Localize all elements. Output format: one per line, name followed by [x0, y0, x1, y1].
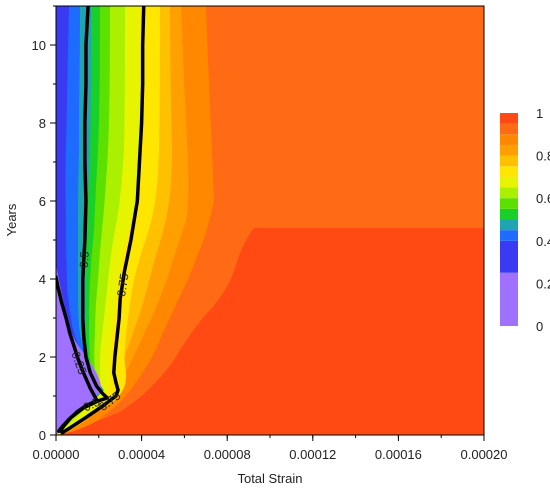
colorbar-swatch [500, 208, 518, 220]
contour-label-group: 0.75 [114, 272, 131, 298]
colorbar: 0 0.2 0.4 0.6 0.8 1 [500, 106, 550, 334]
y-axis-label: Years [4, 203, 19, 236]
colorbar-swatch [500, 187, 518, 199]
colorbar-swatch [500, 144, 518, 156]
x-tick-label: 0.00004 [118, 447, 165, 462]
y-tick-label: 10 [32, 38, 46, 53]
colorbar-tick-label: 0.8 [536, 149, 550, 164]
colorbar-tick-label: 0.6 [536, 191, 550, 206]
contour-line-0.5 [58, 6, 110, 433]
x-tick-label: 0.00000 [33, 447, 80, 462]
x-tick-label: 0.00012 [289, 447, 336, 462]
region-level-1 [56, 228, 484, 435]
colorbar-swatch [500, 113, 518, 124]
colorbar-swatch [500, 198, 518, 209]
colorbar-swatch [500, 123, 518, 135]
colorbar-swatch [500, 134, 518, 145]
y-tick-label: 4 [39, 272, 46, 287]
contour-label: 0.75 [114, 272, 131, 298]
colorbar-swatch [500, 240, 518, 273]
colorbar-tick-label: 0 [536, 319, 543, 334]
y-axis: 0 2 4 6 8 10 [32, 5, 56, 443]
y-tick-label: 2 [39, 350, 46, 365]
contour-label-group: 0.5 [77, 250, 92, 268]
contour-line-0.75 [60, 6, 146, 435]
colorbar-swatch [500, 219, 518, 231]
x-tick-label: 0.00020 [461, 447, 508, 462]
colorbar-swatch [500, 230, 518, 241]
x-tick-label: 0.00008 [204, 447, 251, 462]
colorbar-swatch [500, 272, 518, 326]
plot-area: 0.250.50.50.750.75 [56, 6, 484, 435]
region-level-0.25 [56, 265, 101, 435]
x-axis-label: Total Strain [237, 471, 302, 486]
colorbar-tick-label: 0.2 [536, 276, 550, 291]
x-tick-label: 0.00016 [375, 447, 422, 462]
colorbar-tick-label: 0.4 [536, 234, 550, 249]
y-tick-label: 0 [39, 428, 46, 443]
colorbar-swatch [500, 155, 518, 167]
colorbar-tick-label: 1 [536, 106, 543, 121]
contour-label: 0.5 [77, 250, 92, 268]
x-axis: 0.00000 0.00004 0.00008 0.00012 0.00016 0.000… [33, 435, 508, 462]
y-tick-label: 6 [39, 194, 46, 209]
y-tick-label: 8 [39, 116, 46, 131]
colorbar-swatch [500, 166, 518, 177]
colorbar-swatch [500, 176, 518, 188]
